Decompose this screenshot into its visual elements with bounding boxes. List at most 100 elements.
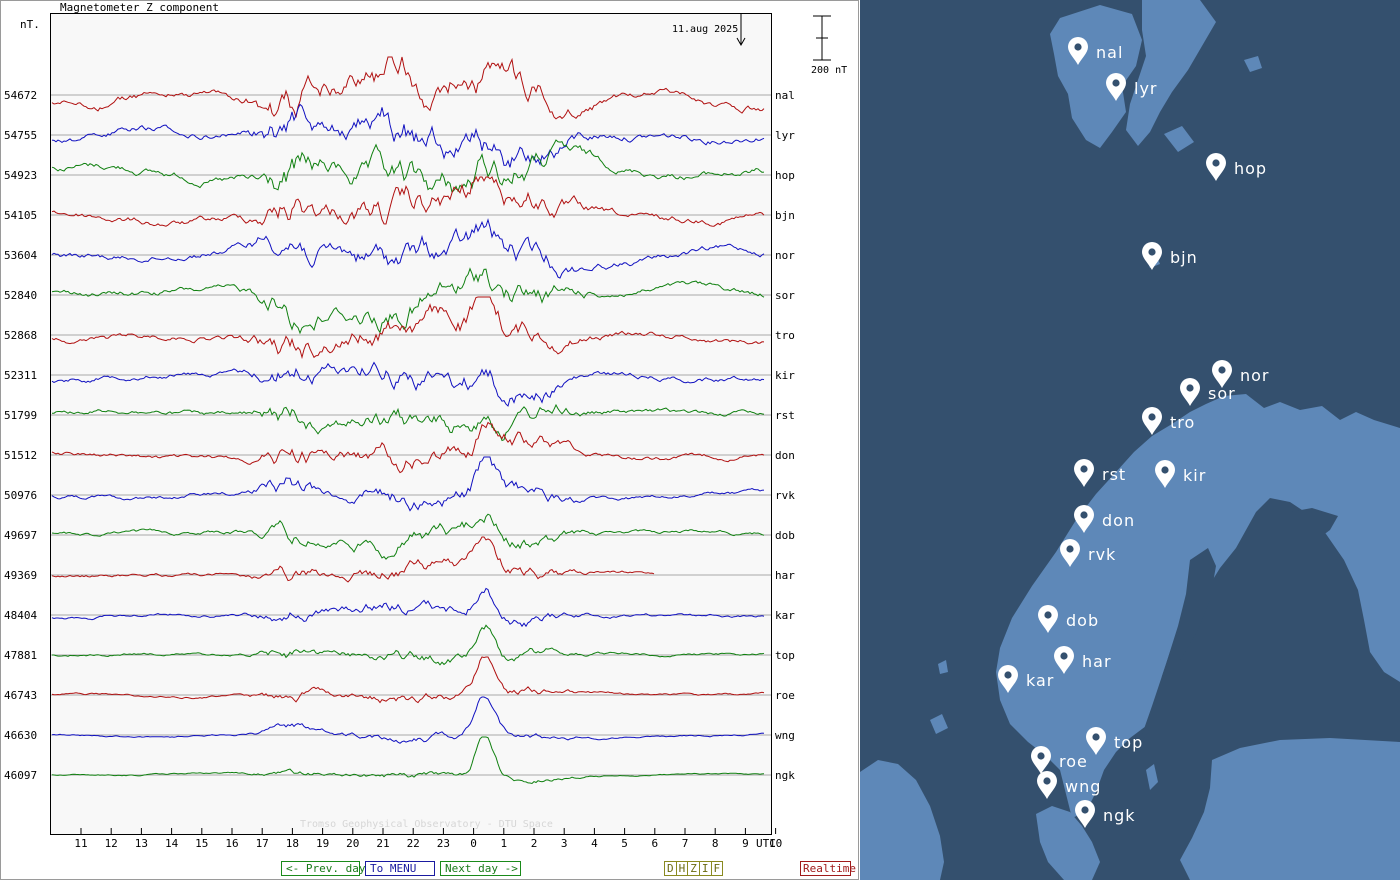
map-pin-icon — [998, 665, 1018, 693]
component-h-button[interactable]: H — [677, 862, 689, 875]
land-baltic-states — [1180, 738, 1400, 880]
station-marker-kar[interactable]: kar — [998, 665, 1054, 693]
station-label-nor: nor — [1240, 366, 1270, 385]
station-label-tro: tro — [1170, 413, 1195, 432]
map-pin-hole — [1081, 806, 1089, 814]
map-pin-icon — [1155, 460, 1175, 488]
x-tick-label: 12 — [105, 837, 118, 850]
x-tick-label: 10 — [769, 837, 782, 850]
station-marker-nal[interactable]: nal — [1068, 37, 1123, 65]
station-marker-bjn[interactable]: bjn — [1142, 242, 1198, 270]
station-label-dob: dob — [1066, 611, 1099, 630]
component-d-button[interactable]: D — [665, 862, 677, 875]
map-pin-hole — [1060, 652, 1068, 660]
x-tick-label: 3 — [561, 837, 568, 850]
station-name-label: dob — [775, 529, 795, 542]
station-label-bjn: bjn — [1170, 248, 1198, 267]
station-marker-sor[interactable]: sor — [1180, 378, 1236, 406]
station-label-ngk: ngk — [1103, 806, 1136, 825]
map-pin-hole — [1066, 545, 1074, 553]
map-pin-hole — [1112, 79, 1120, 87]
station-marker-hop[interactable]: hop — [1206, 153, 1267, 181]
map-pin-hole — [1043, 777, 1051, 785]
baseline-value-label: 52840 — [4, 289, 37, 302]
trace-har — [51, 536, 655, 583]
x-tick-label: 11 — [74, 837, 87, 850]
station-label-lyr: lyr — [1134, 79, 1158, 98]
map-pin-hole — [1074, 43, 1082, 51]
station-marker-roe[interactable]: roe — [1031, 746, 1088, 774]
baseline-value-label: 49369 — [4, 569, 37, 582]
station-label-sor: sor — [1208, 384, 1236, 403]
station-name-label: top — [775, 649, 795, 662]
component-z-button[interactable]: Z — [688, 862, 700, 875]
station-name-label: rst — [775, 409, 795, 422]
prev-day-button[interactable]: <- Prev. day — [281, 861, 365, 876]
station-marker-rst[interactable]: rst — [1074, 459, 1126, 487]
watermark: Tromso Geophysical Observatory - DTU Spa… — [300, 819, 553, 830]
trace-kir — [51, 361, 765, 407]
component-selector: D H Z I F — [664, 861, 724, 876]
station-name-label: kir — [775, 369, 795, 382]
station-marker-don[interactable]: don — [1074, 505, 1135, 533]
component-i-button[interactable]: I — [700, 862, 712, 875]
map-pin-icon — [1106, 73, 1126, 101]
station-label-roe: roe — [1059, 752, 1088, 771]
station-name-label: har — [775, 569, 795, 582]
station-name-label: wng — [775, 729, 795, 742]
next-day-button[interactable]: Next day -> — [440, 861, 521, 876]
x-tick-label: 23 — [437, 837, 450, 850]
map-pin-hole — [1212, 159, 1220, 167]
x-tick-label: 16 — [225, 837, 238, 850]
realtime-button[interactable]: Realtime — [800, 861, 856, 876]
station-marker-wng[interactable]: wng — [1037, 771, 1101, 799]
station-label-wng: wng — [1065, 777, 1101, 796]
x-ticks: 11 12 13 14 15 16 17 18 19 20 21 22 23 0 1 2 3 4 5 6 7 8 9 10 — [74, 828, 782, 850]
land-masses — [860, 0, 1400, 880]
station-marker-dob[interactable]: dob — [1038, 605, 1099, 633]
trace-tro — [51, 296, 765, 360]
trace-lyr — [51, 103, 765, 168]
station-marker-top[interactable]: top — [1086, 727, 1143, 755]
map-pin-icon — [1031, 746, 1051, 774]
station-marker-kir[interactable]: kir — [1155, 460, 1206, 488]
y-axis-label: nT. — [20, 18, 40, 31]
station-marker-ngk[interactable]: ngk — [1075, 800, 1136, 828]
scale-bar — [813, 15, 831, 61]
land-gotland — [1146, 764, 1158, 790]
map-pin-icon — [1212, 360, 1232, 388]
trace-kar — [51, 587, 765, 628]
station-marker-har[interactable]: har — [1054, 646, 1112, 674]
station-name-label: sor — [775, 289, 795, 302]
station-marker-lyr[interactable]: lyr — [1106, 73, 1158, 101]
baseline-value-label: 54755 — [4, 129, 37, 142]
component-f-button[interactable]: F — [713, 862, 721, 875]
station-map: nal lyr hop bjn nor sor tro kir rst don rvk dob har k… — [860, 0, 1400, 880]
map-pin-hole — [1148, 413, 1156, 421]
station-label-nal: nal — [1096, 43, 1123, 62]
baseline-value-label: 47881 — [4, 649, 37, 662]
menu-button[interactable]: To MENU — [365, 861, 435, 876]
station-label-kir: kir — [1183, 466, 1206, 485]
station-marker-nor[interactable]: nor — [1212, 360, 1270, 388]
x-tick-label: 7 — [682, 837, 689, 850]
magnetogram-chart: Magnetometer Z component nT. 11.aug 2025… — [0, 0, 859, 880]
x-tick-label: 14 — [165, 837, 179, 850]
trace-rvk — [51, 456, 765, 512]
magnetogram-panel: Magnetometer Z component nT. 11.aug 2025… — [0, 0, 860, 880]
x-tick-label: 18 — [286, 837, 299, 850]
land-svalbard-east — [1126, 0, 1216, 146]
baseline-value-label: 48404 — [4, 609, 37, 622]
x-unit-label: UTC — [756, 837, 776, 850]
plot-frame — [50, 13, 772, 835]
station-marker-rvk[interactable]: rvk — [1060, 539, 1116, 567]
map-pin-hole — [1080, 511, 1088, 519]
map-pin-icon — [1086, 727, 1106, 755]
station-label-top: top — [1114, 733, 1143, 752]
station-label-don: don — [1102, 511, 1135, 530]
x-tick-label: 1 — [500, 837, 507, 850]
station-marker-tro[interactable]: tro — [1142, 407, 1195, 435]
map-pin-hole — [1044, 611, 1052, 619]
trace-roe — [51, 656, 765, 704]
